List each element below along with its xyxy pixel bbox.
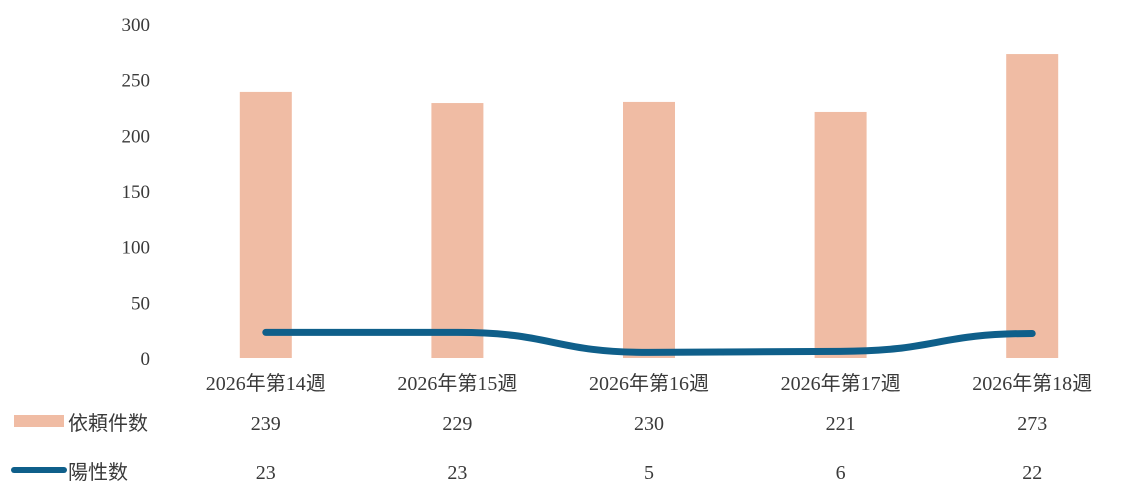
- y-tick-label: 300: [122, 15, 151, 36]
- y-axis: 0 50 100 150 200 250 300: [122, 15, 151, 370]
- table-cell: 23: [256, 462, 276, 484]
- legend-label: 依頼件数: [68, 412, 148, 435]
- line-layer: [262, 328, 1036, 356]
- legend-swatch-bar: [14, 415, 64, 427]
- x-tick-label: 2026年第18週: [972, 372, 1092, 395]
- y-tick-label: 200: [122, 126, 151, 147]
- x-tick-label: 2026年第16週: [589, 372, 709, 395]
- bar: [623, 101, 675, 358]
- table-cell: 229: [442, 413, 472, 435]
- x-tick-label: 2026年第15週: [397, 372, 517, 395]
- bar: [239, 91, 292, 358]
- y-tick-label: 250: [122, 71, 151, 92]
- bars-layer: [239, 54, 1059, 359]
- table-cell: 22: [1022, 462, 1042, 484]
- x-axis: 2026年第14週 2026年第15週 2026年第16週 2026年第17週 2026…: [206, 372, 1092, 395]
- table-cell: 5: [644, 462, 654, 484]
- x-tick-label: 2026年第17週: [781, 372, 901, 395]
- line-series: [262, 328, 1036, 356]
- y-tick-label: 100: [122, 238, 151, 259]
- legend-label: 陽性数: [68, 461, 128, 484]
- x-tick-label: 2026年第14週: [206, 372, 326, 395]
- table-cell: 230: [634, 413, 664, 435]
- data-table: 依頼件数 239 229 230 221 273 陽性数 23 23 5 6 22: [11, 412, 1047, 484]
- y-tick-label: 0: [141, 349, 151, 370]
- table-cell: 6: [836, 462, 846, 484]
- bar: [1006, 54, 1059, 359]
- table-cell: 221: [826, 413, 856, 435]
- bar: [814, 111, 867, 358]
- bar: [431, 103, 484, 359]
- y-tick-label: 50: [131, 293, 150, 314]
- table-cell: 23: [447, 462, 467, 484]
- y-tick-label: 150: [122, 182, 151, 203]
- table-cell: 273: [1017, 413, 1047, 435]
- table-cell: 239: [251, 413, 281, 435]
